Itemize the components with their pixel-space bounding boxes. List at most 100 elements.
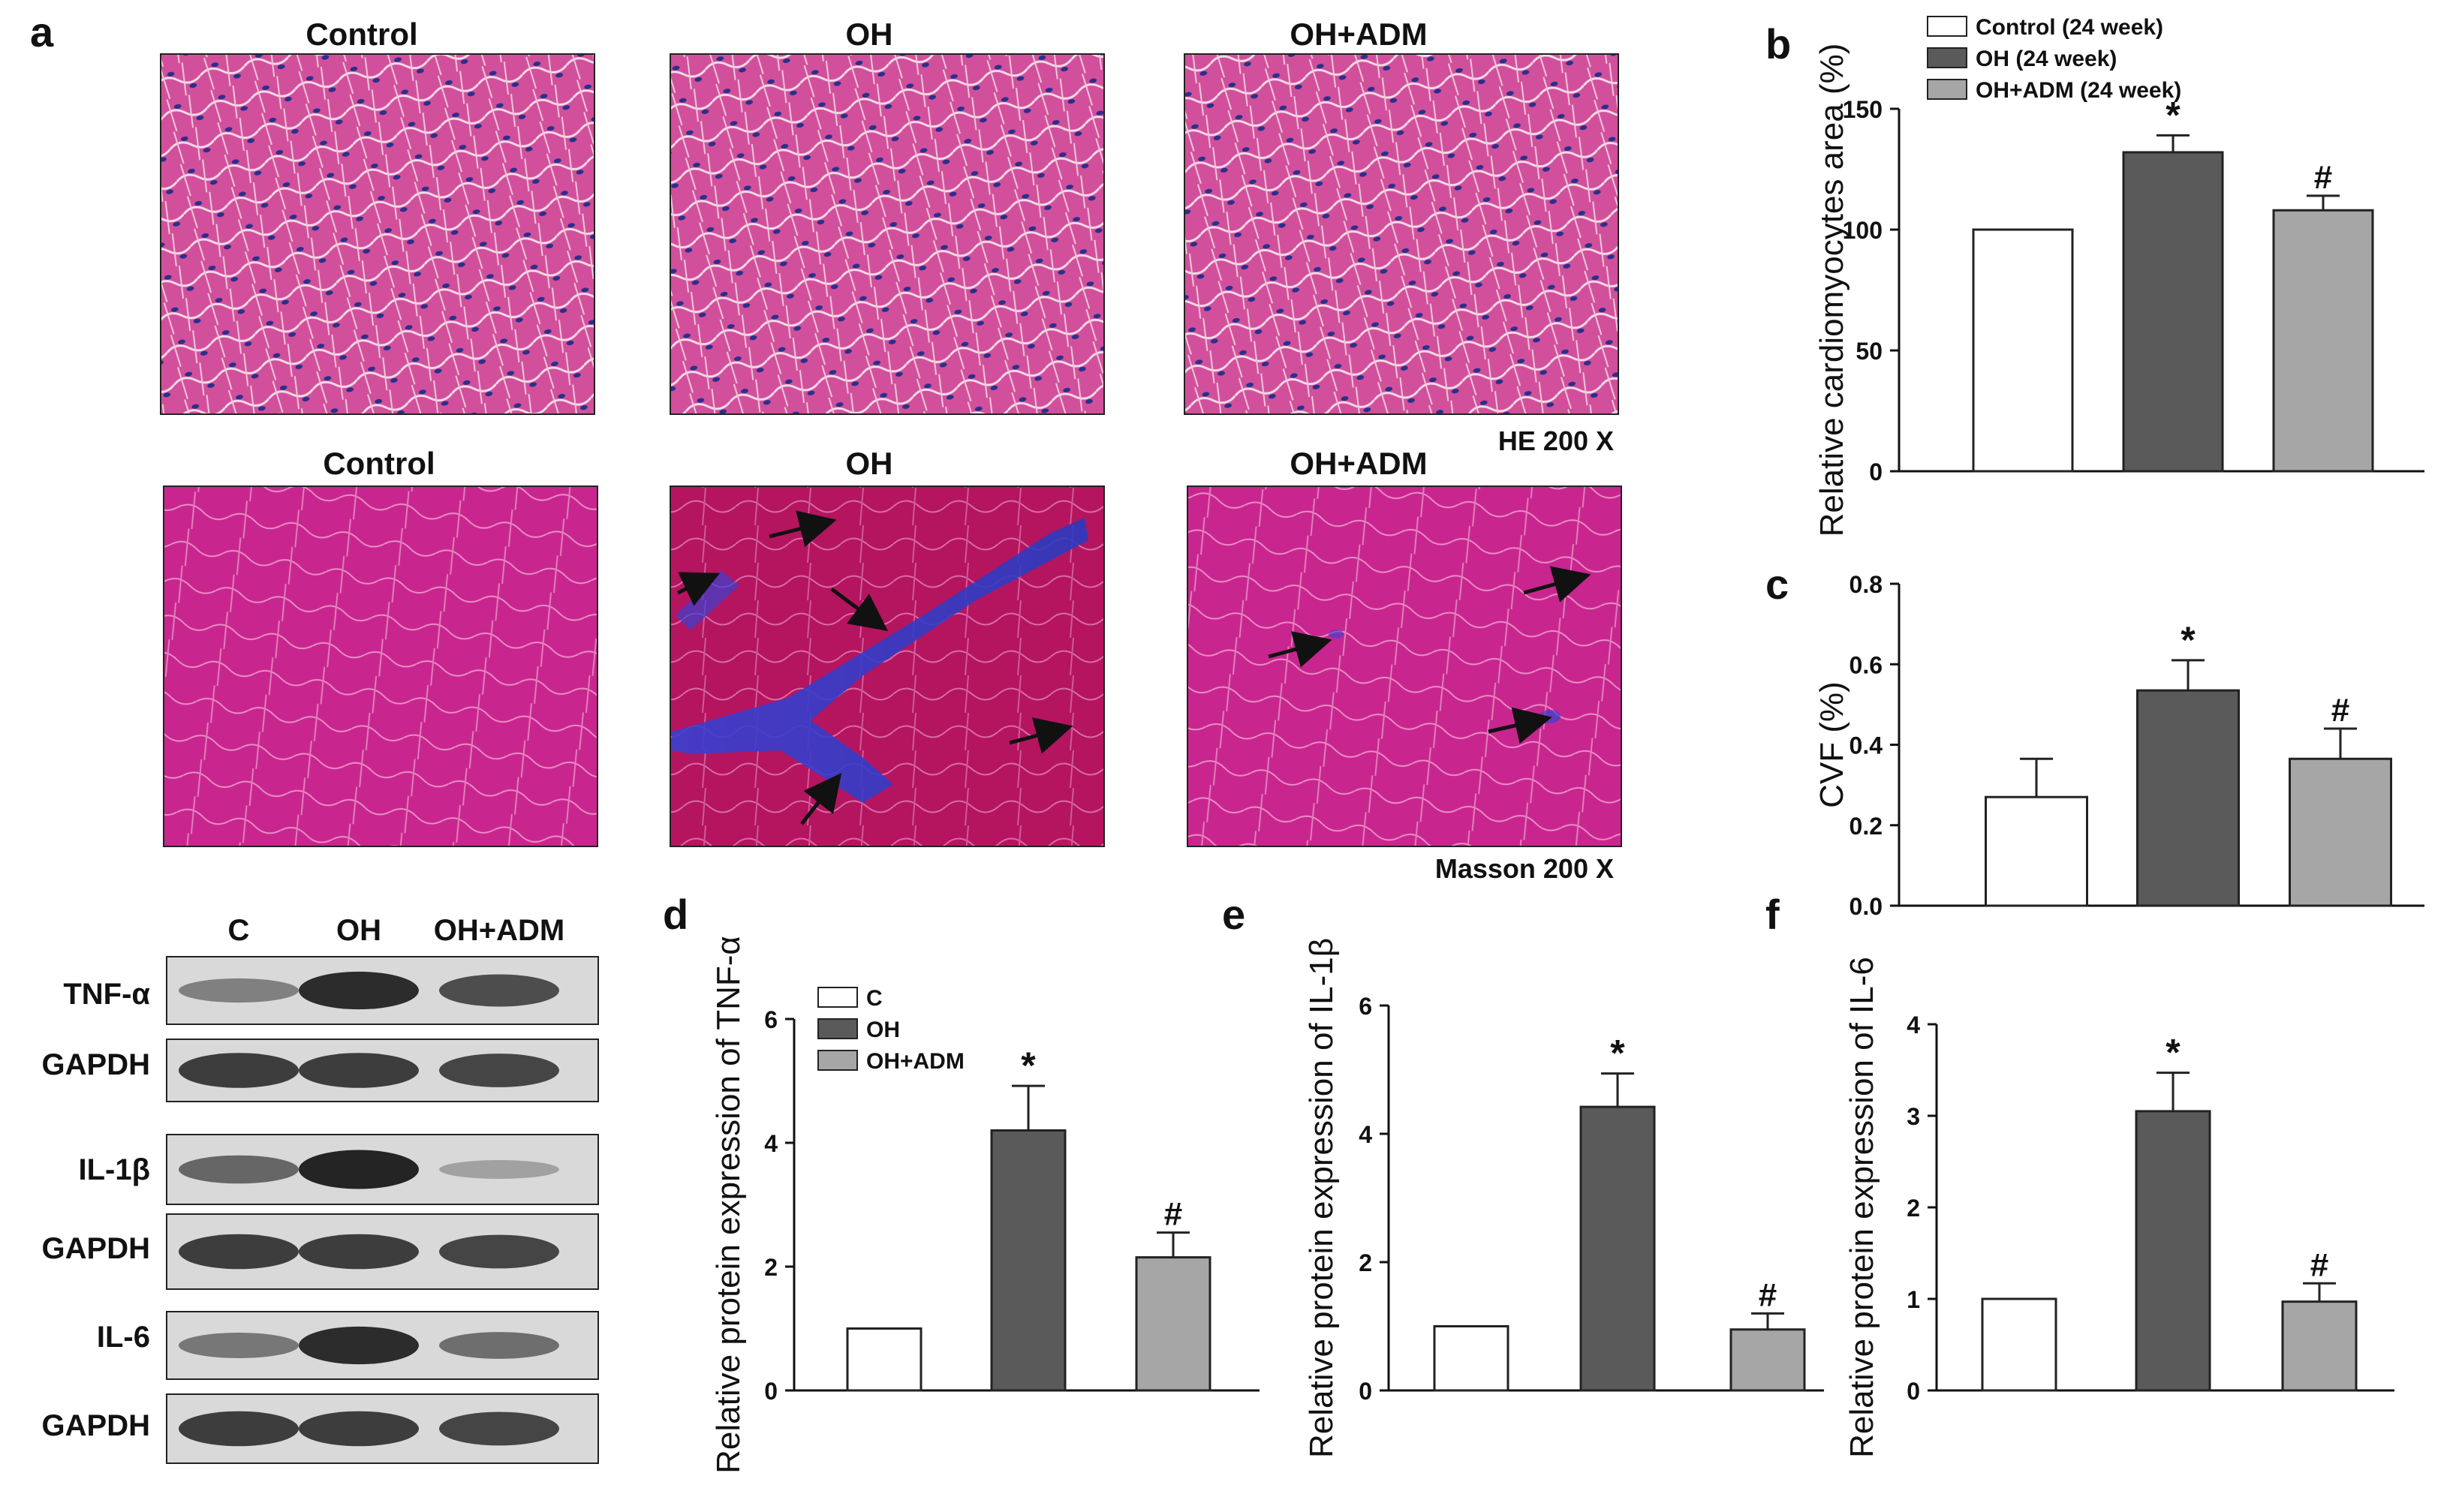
chart-c-cvf: 0.0 0.2 0.4 0.6 0.8 CVF (%) * # [1813, 571, 2424, 920]
y-axis-label: Relative protein expression of TNF-α [710, 936, 747, 1474]
significance-mark: # [2314, 159, 2332, 196]
blot-band [439, 1160, 559, 1179]
blot-band [299, 1234, 419, 1270]
blot-band [439, 1054, 559, 1087]
bar-1 [2136, 689, 2240, 907]
bar-2 [1135, 1256, 1211, 1392]
legend-swatch [1927, 79, 1967, 100]
he-title-oh: OH [846, 17, 893, 52]
y-tick-label: 50 [1856, 338, 1883, 365]
significance-mark: # [1759, 1276, 1777, 1313]
he-image-control [160, 53, 595, 415]
bar-0 [1433, 1325, 1509, 1392]
masson-image-oh [670, 485, 1105, 847]
panel-letter-e: e [1222, 891, 1245, 938]
blot-band [439, 1332, 559, 1359]
blot-band [179, 1411, 299, 1447]
y-tick-label: 2 [1359, 1249, 1372, 1276]
masson-title-ohadm: OH+ADM [1290, 446, 1427, 481]
he-title-control: Control [305, 17, 417, 52]
masson-title-oh: OH [846, 446, 893, 481]
masson-title-control: Control [323, 446, 435, 481]
bar-1 [990, 1129, 1067, 1392]
significance-mark: * [1021, 1045, 1036, 1087]
panel-letter-f: f [1765, 891, 1780, 938]
significance-mark: * [2166, 1032, 2181, 1074]
masson-arrows [676, 510, 1591, 825]
y-tick-label: 0 [1869, 458, 1883, 485]
he-row: Control OH OH+ADM HE 200 X [160, 17, 1619, 456]
panel-letter-a: a [30, 8, 54, 56]
blot-band [179, 1053, 299, 1088]
lane-label-ohadm: OH+ADM [434, 914, 564, 947]
y-tick-label: 0.6 [1850, 651, 1883, 678]
chart-e-il1b: 0 2 4 6 Relative protein expression of IL-1β… [1303, 938, 1824, 1458]
legend-label: Control (24 week) [1976, 15, 2163, 40]
y-tick-label: 0 [764, 1378, 778, 1405]
bar-2 [2289, 757, 2392, 907]
blot-band [439, 974, 559, 1007]
y-axis-label: Relative protein expression of IL-6 [1843, 957, 1880, 1458]
blot-band [439, 1411, 559, 1446]
bar-1 [2135, 1110, 2211, 1392]
legend-swatch [817, 1018, 858, 1039]
western-blot: C OH OH+ADM TNF-α GAPDH IL-1β GAPDH IL-6… [42, 914, 599, 1464]
y-tick-label: 6 [764, 1006, 778, 1033]
blot-band [439, 1234, 559, 1269]
masson-row: Control OH OH+ADM Masson 200 X [163, 446, 1622, 884]
panel-letter-c: c [1765, 561, 1789, 608]
chart-f-il6: 0 1 2 3 4 Relative protein expression of IL-6… [1843, 957, 2394, 1458]
blot-label-gapdh-2: GAPDH [42, 1232, 150, 1265]
he-title-ohadm: OH+ADM [1290, 17, 1427, 52]
y-tick-label: 150 [1843, 96, 1883, 123]
blot-band [179, 1155, 299, 1184]
panel-letter-d: d [663, 891, 688, 938]
y-tick-label: 2 [1907, 1195, 1920, 1222]
blot-label-gapdh-3: GAPDH [42, 1409, 150, 1442]
blot-band [299, 1150, 419, 1189]
y-tick-label: 0 [1359, 1378, 1372, 1405]
y-tick-label: 0.8 [1850, 571, 1883, 598]
significance-mark: # [2310, 1246, 2328, 1283]
y-tick-label: 100 [1843, 217, 1883, 244]
significance-mark: # [1164, 1196, 1182, 1233]
he-image-ohadm [1184, 53, 1619, 415]
y-tick-label: 6 [1359, 993, 1372, 1020]
y-tick-label: 0.4 [1850, 732, 1883, 759]
blot-band [299, 1326, 419, 1365]
significance-mark: * [2166, 94, 2181, 136]
blot-band [179, 1234, 299, 1270]
bar-1 [2122, 151, 2224, 473]
significance-mark: * [2181, 619, 2196, 661]
legend-swatch [817, 1050, 858, 1071]
blot-band [299, 1411, 419, 1447]
lane-label-c: C [228, 914, 250, 947]
blot-band [299, 1053, 419, 1088]
blot-band [179, 978, 299, 1003]
y-tick-label: 3 [1907, 1103, 1920, 1130]
bar-0 [1985, 795, 2088, 907]
bar-2 [1729, 1328, 1806, 1392]
legend-swatch [1927, 16, 1967, 37]
masson-image-control [163, 485, 598, 847]
blot-band [179, 1333, 299, 1358]
y-axis-label: Relative protein expression of IL-1β [1303, 938, 1340, 1458]
he-image-oh [670, 53, 1105, 415]
significance-mark: * [1610, 1033, 1625, 1075]
bar-2 [2272, 209, 2374, 473]
y-axis-label: CVF (%) [1813, 681, 1850, 808]
y-tick-label: 0.0 [1850, 893, 1883, 920]
y-tick-label: 0 [1907, 1378, 1920, 1405]
y-tick-label: 4 [1907, 1012, 1920, 1039]
blot-band [299, 971, 419, 1010]
legend-label: C [866, 986, 883, 1011]
lane-label-oh: OH [336, 914, 381, 947]
legend-swatch [817, 987, 858, 1008]
bar-0 [1972, 228, 2074, 473]
y-axis-label: Relative cardiomyocytes area (%) [1813, 44, 1850, 537]
y-tick-label: 0.2 [1850, 813, 1883, 840]
panel-letter-b: b [1765, 20, 1791, 68]
legend-swatch [1927, 47, 1967, 68]
